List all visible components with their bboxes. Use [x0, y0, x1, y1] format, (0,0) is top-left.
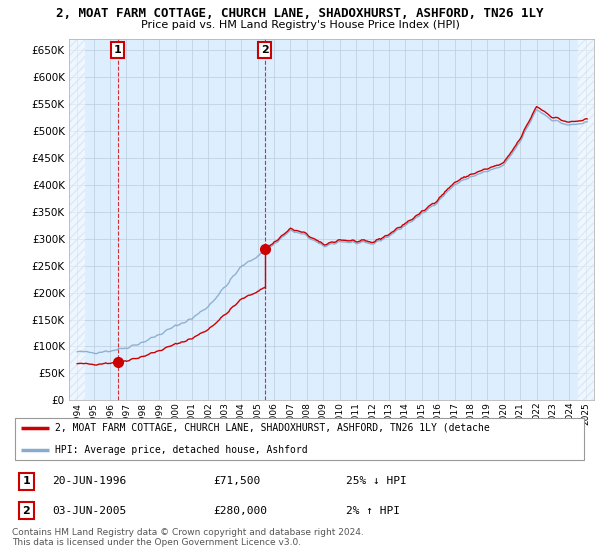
Text: Price paid vs. HM Land Registry's House Price Index (HPI): Price paid vs. HM Land Registry's House …: [140, 20, 460, 30]
Text: 2: 2: [260, 45, 268, 55]
Text: £71,500: £71,500: [214, 476, 261, 486]
Text: 2, MOAT FARM COTTAGE, CHURCH LANE, SHADOXHURST, ASHFORD, TN26 1LY (detache: 2, MOAT FARM COTTAGE, CHURCH LANE, SHADO…: [55, 423, 490, 433]
Text: 2% ↑ HPI: 2% ↑ HPI: [346, 506, 400, 516]
Text: 2, MOAT FARM COTTAGE, CHURCH LANE, SHADOXHURST, ASHFORD, TN26 1LY: 2, MOAT FARM COTTAGE, CHURCH LANE, SHADO…: [56, 7, 544, 20]
Text: 1: 1: [113, 45, 121, 55]
Text: £280,000: £280,000: [214, 506, 268, 516]
Text: 1: 1: [23, 476, 30, 486]
Text: Contains HM Land Registry data © Crown copyright and database right 2024.
This d: Contains HM Land Registry data © Crown c…: [12, 528, 364, 547]
Text: 03-JUN-2005: 03-JUN-2005: [52, 506, 127, 516]
FancyBboxPatch shape: [15, 418, 584, 460]
Text: 20-JUN-1996: 20-JUN-1996: [52, 476, 127, 486]
Text: 2: 2: [23, 506, 30, 516]
Text: 25% ↓ HPI: 25% ↓ HPI: [346, 476, 407, 486]
Text: HPI: Average price, detached house, Ashford: HPI: Average price, detached house, Ashf…: [55, 445, 308, 455]
